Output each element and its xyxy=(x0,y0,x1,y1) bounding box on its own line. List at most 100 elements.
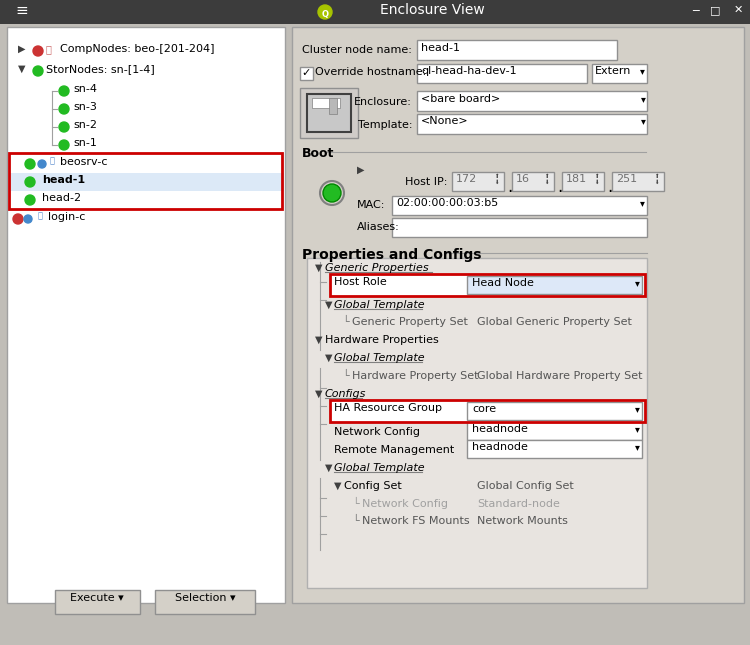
Text: ▾: ▾ xyxy=(635,424,640,434)
Text: Network Mounts: Network Mounts xyxy=(477,516,568,526)
Text: 172: 172 xyxy=(456,174,477,184)
Text: .: . xyxy=(507,178,512,196)
Bar xyxy=(330,274,645,296)
Text: head-1: head-1 xyxy=(421,43,460,53)
Text: ▼: ▼ xyxy=(334,481,341,491)
Text: login-c: login-c xyxy=(48,212,86,222)
Text: ▶: ▶ xyxy=(18,44,26,54)
Bar xyxy=(417,64,587,83)
Bar xyxy=(300,67,313,80)
Text: Cluster node name:: Cluster node name: xyxy=(302,45,412,55)
Text: ▼: ▼ xyxy=(315,335,322,345)
Text: ⬆: ⬆ xyxy=(654,174,658,179)
Circle shape xyxy=(33,66,43,76)
Bar xyxy=(330,400,645,422)
Text: headnode: headnode xyxy=(472,442,528,452)
Text: Execute ▾: Execute ▾ xyxy=(70,593,124,603)
Bar xyxy=(9,153,282,209)
Text: Enclosure View: Enclosure View xyxy=(380,3,484,17)
Text: Head Node: Head Node xyxy=(472,278,534,288)
Text: 🔧: 🔧 xyxy=(38,211,43,220)
Text: head-2: head-2 xyxy=(42,193,81,203)
Text: Global Template: Global Template xyxy=(334,463,424,473)
Text: Enclosure:: Enclosure: xyxy=(354,97,412,107)
Text: Network Config: Network Config xyxy=(362,499,448,509)
Text: ▼: ▼ xyxy=(315,263,322,273)
Bar xyxy=(562,172,604,191)
Text: Configs: Configs xyxy=(325,389,366,399)
Text: ✕: ✕ xyxy=(734,5,742,15)
Text: Selection ▾: Selection ▾ xyxy=(175,593,236,603)
Bar xyxy=(592,64,647,83)
Bar xyxy=(512,172,554,191)
Text: ⬆: ⬆ xyxy=(594,174,598,179)
Text: .: . xyxy=(557,178,562,196)
Text: sn-1: sn-1 xyxy=(73,138,97,148)
Text: ▼: ▼ xyxy=(315,389,322,399)
Text: ▾: ▾ xyxy=(640,66,645,76)
Bar xyxy=(452,172,504,191)
Text: ⬇: ⬇ xyxy=(494,180,499,185)
Bar xyxy=(312,98,340,108)
Text: └: └ xyxy=(342,371,349,381)
Text: □: □ xyxy=(710,5,720,15)
Text: 🔧: 🔧 xyxy=(46,44,52,54)
Bar xyxy=(612,172,664,191)
Circle shape xyxy=(33,46,43,56)
Text: Template:: Template: xyxy=(358,120,412,130)
Text: StorNodes: sn-[1-4]: StorNodes: sn-[1-4] xyxy=(46,64,154,74)
Text: Global Template: Global Template xyxy=(334,300,424,310)
Text: Q: Q xyxy=(322,10,328,19)
Circle shape xyxy=(25,177,35,187)
Bar xyxy=(155,590,255,614)
Text: 181: 181 xyxy=(566,174,587,184)
Text: Boot: Boot xyxy=(302,147,334,160)
Circle shape xyxy=(25,159,35,169)
Text: Hardware Property Set: Hardware Property Set xyxy=(352,371,478,381)
Circle shape xyxy=(38,160,46,168)
Text: Config Set: Config Set xyxy=(344,481,402,491)
Text: Global Generic Property Set: Global Generic Property Set xyxy=(477,317,632,327)
Text: Global Hardware Property Set: Global Hardware Property Set xyxy=(477,371,643,381)
Bar xyxy=(329,98,337,114)
Text: ▾: ▾ xyxy=(635,404,640,414)
Text: Global Template: Global Template xyxy=(334,353,424,363)
Text: ⬆: ⬆ xyxy=(494,174,499,179)
Text: Properties and Configs: Properties and Configs xyxy=(302,248,482,262)
Text: ≡: ≡ xyxy=(15,3,28,18)
Text: Generic Property Set: Generic Property Set xyxy=(352,317,468,327)
Text: head-1: head-1 xyxy=(42,175,85,185)
Text: Generic Properties: Generic Properties xyxy=(325,263,429,273)
Text: ⬇: ⬇ xyxy=(594,180,598,185)
Text: └: └ xyxy=(342,317,349,327)
Text: ▾: ▾ xyxy=(635,278,640,288)
Bar xyxy=(330,400,645,422)
Circle shape xyxy=(59,140,69,150)
Text: core: core xyxy=(472,404,496,414)
Text: ─: ─ xyxy=(692,5,698,15)
Bar xyxy=(55,590,140,614)
Text: ▾: ▾ xyxy=(640,198,645,208)
Text: ql-head-ha-dev-1: ql-head-ha-dev-1 xyxy=(421,66,517,76)
Text: ⬇: ⬇ xyxy=(544,180,548,185)
Text: CompNodes: beo-[201-204]: CompNodes: beo-[201-204] xyxy=(60,44,214,54)
Text: headnode: headnode xyxy=(472,424,528,434)
Circle shape xyxy=(318,5,332,19)
Bar xyxy=(467,422,642,440)
Text: sn-4: sn-4 xyxy=(73,84,97,94)
Text: Network Config: Network Config xyxy=(334,427,420,437)
Bar xyxy=(467,402,642,420)
Circle shape xyxy=(59,122,69,132)
Bar xyxy=(7,27,285,603)
Text: Aliases:: Aliases: xyxy=(357,222,400,232)
Bar xyxy=(300,88,358,138)
Text: .: . xyxy=(607,178,612,196)
Bar xyxy=(330,274,645,296)
Bar xyxy=(417,91,647,111)
Bar xyxy=(392,218,647,237)
Text: Extern: Extern xyxy=(595,66,632,76)
Text: ▾: ▾ xyxy=(641,116,646,126)
Text: HA Resource Group: HA Resource Group xyxy=(334,403,442,413)
Bar xyxy=(292,27,744,603)
Text: Global Config Set: Global Config Set xyxy=(477,481,574,491)
